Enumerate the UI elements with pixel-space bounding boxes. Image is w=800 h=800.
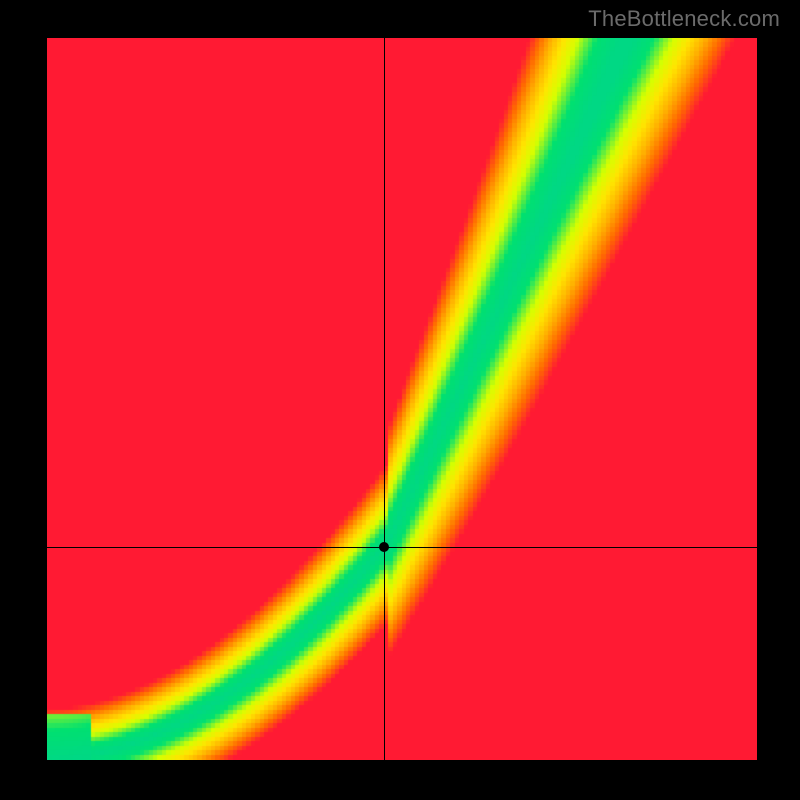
watermark-text: TheBottleneck.com (588, 6, 780, 32)
crosshair-horizontal (47, 547, 757, 548)
marker-dot (379, 542, 389, 552)
chart-frame: TheBottleneck.com (0, 0, 800, 800)
heatmap-canvas (47, 38, 757, 760)
plot-area (47, 38, 757, 760)
crosshair-vertical (384, 38, 385, 760)
